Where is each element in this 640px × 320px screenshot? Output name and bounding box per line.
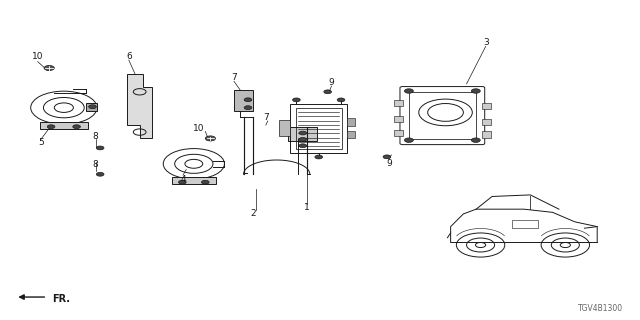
- Polygon shape: [348, 118, 355, 126]
- Polygon shape: [394, 100, 403, 106]
- Bar: [172, 178, 216, 184]
- Polygon shape: [348, 131, 355, 139]
- Circle shape: [244, 98, 252, 102]
- Polygon shape: [288, 127, 317, 141]
- Polygon shape: [86, 103, 97, 111]
- Circle shape: [44, 66, 54, 70]
- Text: FR.: FR.: [52, 294, 70, 304]
- Bar: [409, 92, 476, 140]
- Polygon shape: [234, 90, 253, 111]
- Circle shape: [299, 131, 307, 135]
- Text: 1: 1: [305, 203, 310, 212]
- Text: 2: 2: [250, 209, 256, 219]
- Bar: [278, 120, 290, 136]
- Circle shape: [471, 89, 480, 93]
- Text: 10: 10: [32, 52, 44, 61]
- Circle shape: [471, 138, 480, 142]
- Circle shape: [324, 90, 332, 94]
- Polygon shape: [482, 132, 491, 138]
- Polygon shape: [394, 130, 403, 136]
- Circle shape: [404, 138, 413, 142]
- Bar: [296, 108, 342, 149]
- Text: 4: 4: [180, 174, 186, 184]
- Circle shape: [292, 98, 300, 102]
- Text: 8: 8: [93, 132, 99, 141]
- Text: TGV4B1300: TGV4B1300: [577, 304, 623, 313]
- Circle shape: [73, 125, 81, 129]
- Text: 7: 7: [231, 73, 237, 82]
- Circle shape: [89, 105, 97, 108]
- Polygon shape: [127, 74, 152, 138]
- Text: 9: 9: [328, 78, 334, 87]
- Circle shape: [337, 98, 345, 102]
- Polygon shape: [482, 103, 491, 109]
- Circle shape: [299, 144, 307, 148]
- Circle shape: [404, 89, 413, 93]
- Bar: [290, 104, 348, 153]
- Circle shape: [47, 125, 55, 129]
- Text: 9: 9: [386, 159, 392, 168]
- Polygon shape: [482, 119, 491, 125]
- Text: 6: 6: [126, 52, 132, 61]
- Circle shape: [97, 146, 104, 150]
- Text: 5: 5: [38, 138, 44, 147]
- Text: 7: 7: [263, 113, 269, 122]
- Bar: [513, 220, 538, 228]
- Circle shape: [315, 155, 323, 159]
- Circle shape: [202, 180, 209, 184]
- Circle shape: [179, 180, 186, 184]
- Polygon shape: [394, 116, 403, 122]
- Circle shape: [299, 138, 307, 141]
- Text: 8: 8: [93, 160, 99, 169]
- Text: 10: 10: [193, 124, 205, 133]
- Circle shape: [383, 155, 391, 159]
- Circle shape: [244, 106, 252, 109]
- Circle shape: [205, 136, 216, 141]
- Bar: [40, 122, 88, 129]
- Circle shape: [97, 172, 104, 176]
- Text: 3: 3: [483, 38, 488, 47]
